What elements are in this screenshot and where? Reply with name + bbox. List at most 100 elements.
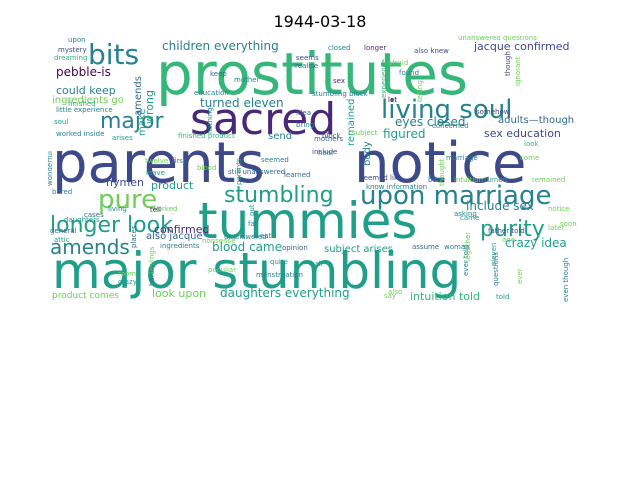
word-88: worked <box>152 205 177 213</box>
word-101: general <box>50 227 77 235</box>
word-48: mystery <box>58 46 87 54</box>
word-74: twelve <box>145 157 168 165</box>
word-132: nothing <box>206 107 214 134</box>
word-111: learned <box>284 171 310 179</box>
word-29: subject arises <box>324 244 393 255</box>
word-24: hymen <box>106 176 144 189</box>
word-4: tummies <box>198 192 417 250</box>
word-126: also <box>388 288 402 296</box>
word-14: amends <box>50 235 130 259</box>
word-78: mothers <box>314 135 343 143</box>
word-56: education <box>194 89 229 97</box>
word-80: include <box>312 148 337 156</box>
word-93: book <box>428 176 446 184</box>
word-7: bits <box>88 38 139 71</box>
word-69: concerned <box>432 122 469 130</box>
word-138: age <box>502 236 515 244</box>
word-22: sex education <box>484 127 561 140</box>
word-120: room <box>118 270 136 278</box>
word-60: found <box>399 69 419 77</box>
word-35: wrong <box>143 90 156 124</box>
word-39: adults—though <box>498 115 574 126</box>
word-31: look upon <box>152 287 206 300</box>
word-43: unanswered questions <box>458 36 537 42</box>
word-65: lot <box>388 96 397 104</box>
word-137: hardly <box>148 264 156 286</box>
word-40: remained <box>346 98 357 146</box>
word-116: eat <box>260 232 272 240</box>
word-37: amends <box>133 76 144 116</box>
word-122: questions <box>492 252 500 286</box>
word-70: block <box>322 132 342 140</box>
word-62: seems <box>296 54 319 62</box>
word-42: send <box>268 131 292 142</box>
word-61: realise <box>295 62 318 70</box>
word-46: also knew <box>414 47 449 55</box>
word-104: half <box>310 260 324 268</box>
word-54: arises <box>112 134 133 142</box>
word-82: look <box>524 140 540 148</box>
word-90: blood <box>197 164 216 172</box>
word-125: told <box>496 293 509 301</box>
word-9: pure <box>98 185 157 215</box>
word-68: experience <box>380 59 388 98</box>
word-79: hear <box>318 149 334 157</box>
word-20: eyes closed <box>395 115 465 129</box>
word-71: subject <box>352 129 378 137</box>
word-112: far <box>248 220 258 228</box>
word-103: peculiar <box>208 266 236 274</box>
word-113: put <box>248 204 256 216</box>
word-72: telling <box>416 80 424 102</box>
word-3: major stumbling <box>52 242 461 300</box>
word-64: afraid <box>388 59 408 67</box>
word-52: soul <box>54 118 68 126</box>
word-66: idea <box>296 109 311 117</box>
word-94: intuition <box>454 176 483 184</box>
word-58: stumbling block <box>312 90 369 98</box>
word-87: living <box>108 205 127 213</box>
word-59: sex <box>333 77 345 85</box>
word-28: blood came <box>212 240 282 254</box>
word-119: crazy <box>118 278 137 286</box>
word-57: mother <box>234 76 260 84</box>
word-44: closed <box>328 44 350 52</box>
word-10: major <box>100 109 164 134</box>
word-51: little experience <box>56 106 113 114</box>
word-8: upon marriage <box>360 181 551 211</box>
word-45: longer <box>364 44 386 52</box>
word-95: turned <box>484 176 507 184</box>
word-110: opinion <box>282 244 308 252</box>
word-36: make <box>137 109 148 136</box>
word-16: jacque confirmed <box>473 40 570 53</box>
word-38: ingredients go <box>52 95 124 106</box>
word-32: intuition told <box>410 290 480 302</box>
word-41: body <box>362 141 373 166</box>
word-130: ignorant <box>514 56 522 86</box>
word-105: assume <box>412 243 439 251</box>
word-11: stumbling <box>224 183 334 208</box>
word-128: eleven <box>490 243 498 266</box>
word-106: woman <box>444 243 470 251</box>
word-55: finished product <box>178 132 235 140</box>
word-81: marriage <box>446 154 478 162</box>
word-15: children everything <box>162 39 279 53</box>
word-2: notice <box>354 131 527 196</box>
word-85: daughters <box>64 216 100 224</box>
word-0: prostitutes <box>156 40 468 108</box>
word-53: worked inside <box>56 130 104 138</box>
word-108: soon <box>560 220 577 228</box>
word-84: bored <box>52 188 72 196</box>
word-12: purity <box>480 217 545 242</box>
word-63: keep <box>210 70 227 78</box>
word-124: even though <box>562 258 570 302</box>
word-121: ever told <box>462 245 470 276</box>
word-134: attic <box>54 236 70 244</box>
word-1: parents <box>52 131 265 196</box>
word-49: dreaming <box>54 54 87 62</box>
word-136: places <box>130 225 138 248</box>
word-67: bring <box>296 121 314 129</box>
word-133: somehow <box>476 108 510 116</box>
word-139: together <box>464 232 472 262</box>
word-99: came <box>460 214 479 222</box>
word-27: crazy idea <box>505 236 567 250</box>
